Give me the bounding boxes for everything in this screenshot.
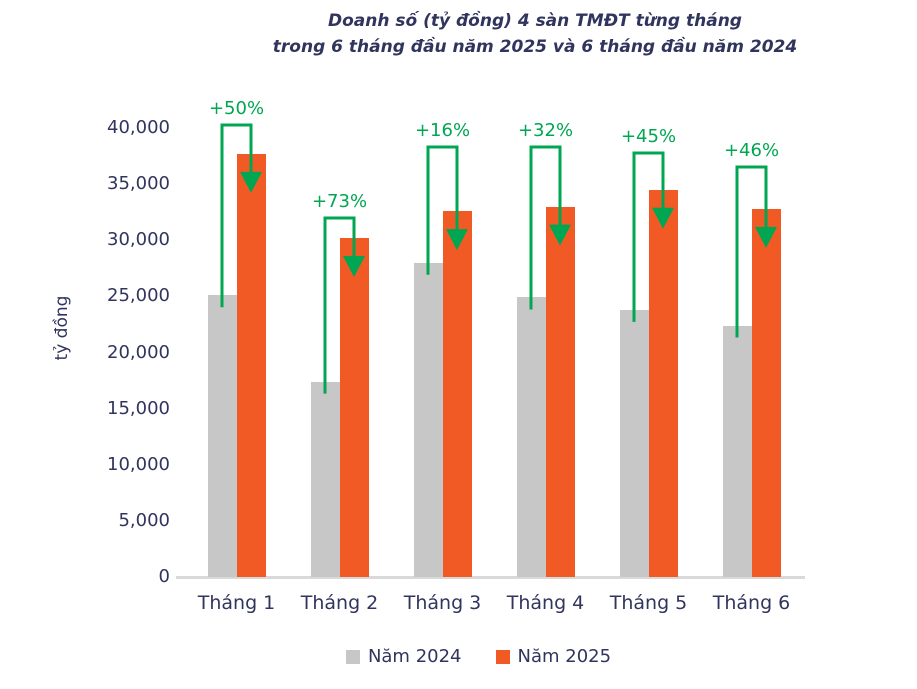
y-tick-label: 35,000 [107, 173, 170, 195]
bar-2025-tháng-2 [339, 238, 369, 577]
y-tick-label: 25,000 [107, 285, 170, 307]
y-axis-title: tỷ đồng [52, 295, 72, 361]
x-axis-line [176, 576, 805, 579]
legend: Năm 2024 Năm 2025 [20, 646, 917, 667]
y-tick-label: 20,000 [107, 341, 170, 363]
chart-title-line2: trong 6 tháng đầu năm 2025 và 6 tháng đầ… [272, 37, 798, 57]
x-tick-label: Tháng 1 [197, 592, 276, 614]
legend-label-2024: Năm 2024 [367, 646, 462, 667]
growth-annotation: +50% [208, 98, 265, 119]
bar-2025-tháng-6 [751, 208, 781, 577]
x-tick-label: Tháng 6 [712, 592, 791, 614]
bar-2025-tháng-3 [442, 211, 472, 577]
growth-annotation: +73% [311, 191, 368, 212]
growth-annotation: +16% [414, 120, 471, 141]
bar-2025-tháng-5 [648, 189, 678, 577]
bar-2024-tháng-5 [619, 309, 649, 577]
x-tick-label: Tháng 2 [300, 592, 379, 614]
bar-2024-tháng-1 [207, 295, 237, 577]
bar-2024-tháng-6 [722, 325, 752, 577]
legend-swatch-2025-icon [495, 649, 510, 664]
legend-item-2024: Năm 2024 [345, 646, 462, 667]
chart-title: Doanh số (tỷ đồng) 4 sàn TMĐT từng tháng… [155, 8, 915, 60]
y-tick-label: 30,000 [107, 229, 170, 251]
bar-2024-tháng-3 [413, 262, 443, 577]
y-tick-label: 10,000 [107, 453, 170, 475]
y-tick-label: 40,000 [107, 117, 170, 138]
growth-annotation: +32% [517, 120, 574, 141]
bar-2024-tháng-4 [516, 297, 546, 577]
bar-2025-tháng-4 [545, 206, 575, 577]
y-tick-label: 5,000 [118, 509, 170, 531]
x-tick-label: Tháng 5 [609, 592, 688, 614]
legend-item-2025: Năm 2025 [495, 646, 612, 667]
growth-annotation: +46% [723, 140, 780, 161]
x-tick-label: Tháng 4 [506, 592, 585, 614]
legend-label-2025: Năm 2025 [517, 646, 612, 667]
y-tick-label: 0 [158, 566, 170, 587]
legend-swatch-2024-icon [345, 649, 360, 664]
growth-annotation: +45% [620, 126, 677, 147]
chart-title-line1: Doanh số (tỷ đồng) 4 sàn TMĐT từng tháng [328, 11, 742, 31]
bar-2025-tháng-1 [236, 153, 266, 577]
x-tick-label: Tháng 3 [403, 592, 482, 614]
bar-2024-tháng-2 [310, 381, 340, 577]
y-tick-label: 15,000 [107, 397, 170, 419]
